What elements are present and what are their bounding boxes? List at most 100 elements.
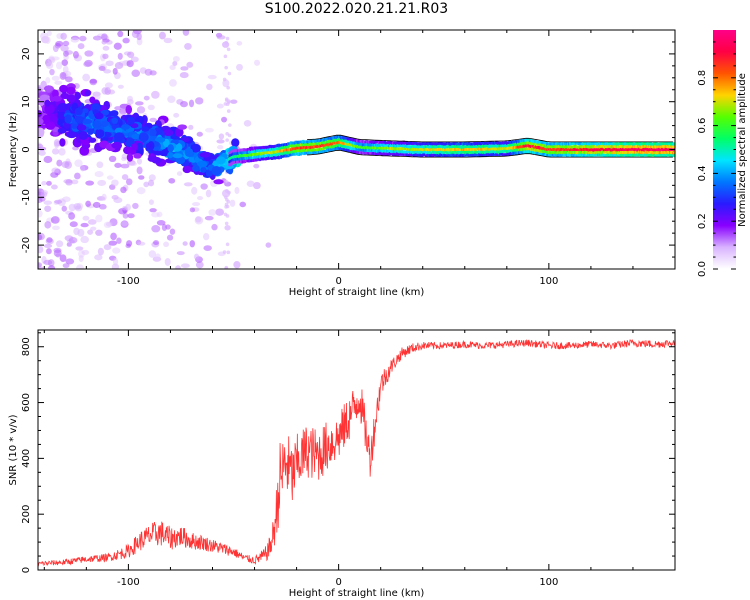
spectral-blob	[197, 196, 204, 201]
spectral-blob	[121, 124, 131, 130]
spectral-blob	[42, 114, 50, 125]
spectral-blob	[45, 77, 51, 84]
spectral-blob	[173, 112, 180, 118]
spectral-blob	[72, 51, 79, 59]
spectral-blob	[47, 56, 56, 64]
spectral-blob	[108, 155, 117, 163]
spectral-blob	[181, 137, 190, 143]
spectral-blob	[218, 133, 225, 140]
spectral-blob	[136, 106, 146, 114]
spectral-blob	[38, 210, 43, 218]
spectral-blob	[143, 181, 150, 188]
spectral-blob	[96, 129, 105, 138]
spectral-blob	[253, 181, 261, 190]
spectral-blob	[60, 32, 67, 40]
spectral-blob	[87, 219, 97, 225]
bottom-ylabel: SNR (10 * v/v)	[8, 414, 19, 485]
spectral-blob	[215, 208, 225, 216]
spectral-blob	[131, 143, 138, 151]
spectral-blob	[126, 60, 134, 68]
spectral-blob	[129, 161, 137, 166]
spectral-blob	[205, 169, 213, 177]
spectral-blob	[46, 248, 52, 255]
spectral-blob	[225, 138, 229, 142]
spectral-blob	[169, 228, 176, 235]
spectral-blob	[191, 186, 198, 195]
spectral-blob	[54, 199, 63, 204]
spectral-blob	[138, 132, 149, 142]
bottom-ytick-label: 400	[21, 449, 32, 468]
spectral-blob	[227, 71, 232, 76]
spectral-blob	[127, 95, 133, 102]
spectral-blob	[49, 68, 55, 76]
spectral-blob	[62, 263, 70, 269]
spectral-blob	[175, 265, 181, 269]
spectral-blob	[225, 189, 229, 193]
spectral-blob	[76, 264, 85, 269]
spectral-blob	[141, 126, 150, 132]
spectral-blob	[114, 62, 124, 70]
spectral-blob	[117, 84, 124, 89]
spectral-blob	[74, 107, 83, 116]
colorbar: 0.0 0.2 0.4 0.6 0.8 Normalized spectral ampli…	[697, 30, 748, 277]
spectral-blob	[46, 30, 52, 37]
spectral-blob	[199, 152, 211, 158]
spectral-blob	[188, 124, 194, 130]
spectral-blob	[180, 66, 189, 71]
spectral-blob	[102, 45, 110, 51]
spectral-blob	[50, 171, 59, 178]
top-ytick-label: 20	[21, 48, 32, 61]
spectral-blob	[89, 79, 98, 84]
top-ylabel: Frequency (Hz)	[8, 112, 19, 188]
top-ytick-label: -20	[21, 237, 32, 253]
spectral-blob	[61, 161, 70, 169]
spectral-blob	[58, 148, 66, 156]
spectral-band-cell	[658, 144, 662, 148]
spectral-blob	[172, 153, 183, 159]
spectral-blob	[68, 212, 76, 220]
spectral-blob	[75, 246, 84, 251]
spectral-band-cell	[673, 154, 675, 158]
spectral-blob	[56, 159, 63, 167]
spectral-blob	[111, 117, 119, 125]
spectral-blob	[184, 147, 194, 157]
spectral-blob	[43, 259, 53, 266]
spectral-blob	[206, 83, 213, 91]
spectral-blob	[61, 205, 67, 212]
spectral-blob	[216, 35, 226, 40]
spectral-blob	[136, 166, 143, 175]
spectral-blob	[224, 179, 228, 184]
spectral-blob	[236, 41, 243, 46]
spectral-blob	[57, 102, 68, 110]
spectral-blob	[148, 174, 156, 182]
spectral-blob	[40, 191, 48, 198]
spectral-blob	[205, 127, 214, 133]
colorbar-ramp	[713, 30, 736, 269]
bottom-ytick-label: 0	[21, 567, 32, 573]
spectral-blob	[38, 234, 43, 241]
spectral-blob	[74, 159, 83, 168]
spectral-blob	[136, 187, 146, 195]
spectral-blob	[217, 145, 224, 150]
spectral-blob	[226, 47, 231, 52]
spectral-blob	[192, 202, 201, 207]
spectral-blob	[207, 74, 217, 80]
spectral-band-cell	[286, 145, 290, 149]
spectral-blob	[243, 120, 252, 127]
spectral-blob	[52, 95, 62, 102]
spectral-blob	[75, 115, 84, 124]
spectral-blob	[225, 102, 230, 107]
spectral-blob	[226, 85, 230, 90]
spectral-blob	[230, 99, 238, 104]
spectral-blob	[225, 204, 230, 209]
spectral-blob	[117, 52, 123, 60]
spectral-blob	[165, 224, 171, 230]
spectral-blob	[167, 151, 174, 159]
spectral-blob	[112, 257, 119, 266]
spectral-blob	[196, 131, 203, 137]
spectral-blob	[121, 174, 129, 181]
spectral-blob	[182, 241, 188, 246]
spectral-blob	[110, 232, 117, 241]
spectral-blob	[231, 138, 240, 148]
spectral-blob	[59, 71, 67, 80]
